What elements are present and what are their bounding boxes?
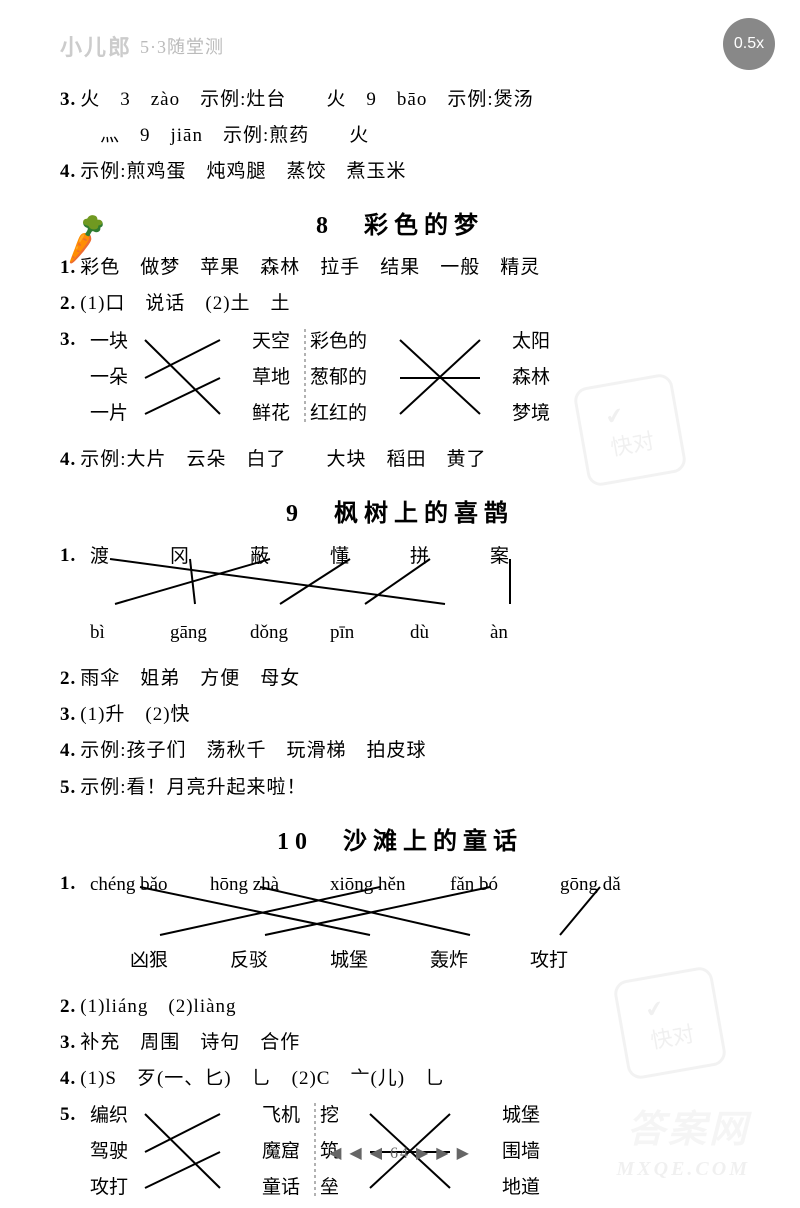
match-item: hōng zhà — [210, 867, 330, 903]
watermark-url: MXQE.COM — [617, 1158, 750, 1181]
text: 灬 9 jiān 示例:煎药 火 — [100, 125, 369, 146]
section-title: 8 彩色的梦 — [60, 205, 740, 240]
answer-line: 4.示例:孩子们 荡秋千 玩滑梯 拍皮球 — [60, 733, 740, 769]
section-title: 9 枫树上的喜鹊 — [60, 493, 740, 528]
text: (1)S 歹(一、匕) 乚 (2)C 亠(儿) 乚 — [80, 1068, 445, 1089]
match-item: 森林 — [410, 360, 550, 396]
match-diagram: 渡 冈 蔽 懂 拼 案 bì gāng dǒng pīn dù àn — [90, 539, 740, 651]
watermark-text: 答案网 — [627, 1098, 750, 1153]
text: 示例:煎鸡蛋 炖鸡腿 蒸饺 煮玉米 — [80, 161, 406, 182]
match-item: 彩色的 — [310, 324, 410, 360]
answer-line: 灬 9 jiān 示例:煎药 火 — [60, 118, 740, 154]
match-item: 垒 — [320, 1170, 380, 1206]
match-item: 凶狠 — [130, 943, 230, 979]
brand-sub: 5·3随堂测 — [140, 33, 224, 59]
match-item: xiōng hěn — [330, 867, 450, 903]
match-item: 地道 — [380, 1170, 540, 1206]
match-item: 冈 — [170, 539, 250, 575]
match-item: pīn — [330, 615, 410, 651]
match-diagram: chéng bǎo hōng zhà xiōng hěn fǎn bó gōng… — [90, 867, 740, 979]
page-header: 小儿郎 5·3随堂测 — [60, 30, 740, 62]
section-title: 10 沙滩上的童话 — [60, 821, 740, 856]
match-item: 攻打 — [530, 943, 630, 979]
answer-line: 5.示例:看！月亮升起来啦！ — [60, 770, 740, 806]
match-item: 梦境 — [410, 396, 550, 432]
match-item: 葱郁的 — [310, 360, 410, 396]
text: 补充 周围 诗句 合作 — [80, 1032, 300, 1053]
match-item: àn — [490, 615, 570, 651]
match-item: fǎn bó — [450, 867, 560, 903]
answer-line: 3.(1)升 (2)快 — [60, 697, 740, 733]
answer-line: 4.示例:煎鸡蛋 炖鸡腿 蒸饺 煮玉米 — [60, 154, 740, 190]
match-item: 一朵 — [90, 360, 160, 396]
match-item: 飞机 — [160, 1098, 320, 1134]
answer-line: 2.(1)口 说话 (2)土 土 — [60, 286, 740, 322]
match-item: dù — [410, 615, 490, 651]
match-item: 挖 — [320, 1098, 380, 1134]
text: 示例:看！月亮升起来啦！ — [80, 777, 306, 798]
text: 雨伞 姐弟 方便 母女 — [80, 668, 300, 689]
answer-line: 1.彩色 做梦 苹果 森林 拉手 结果 一般 精灵 — [60, 250, 740, 286]
answer-line: 3.火 3 zào 示例:灶台 火 9 bāo 示例:煲汤 — [60, 82, 740, 118]
match-diagram: 一块天空彩色的太阳 一朵草地葱郁的森林 一片鲜花红红的梦境 — [90, 324, 740, 432]
text: 火 3 zào 示例:灶台 火 9 bāo 示例:煲汤 — [80, 89, 533, 110]
match-item: 一片 — [90, 396, 160, 432]
match-item: 拼 — [410, 539, 490, 575]
match-item: 案 — [490, 539, 570, 575]
match-item: 童话 — [160, 1170, 320, 1206]
match-item: 反驳 — [230, 943, 330, 979]
match-item: 太阳 — [410, 324, 550, 360]
match-item: 草地 — [160, 360, 310, 396]
text: (1)liáng (2)liàng — [80, 996, 236, 1017]
text: (1)升 (2)快 — [80, 704, 190, 725]
match-item: 鲜花 — [160, 396, 310, 432]
match-item: bì — [90, 615, 170, 651]
match-item: 蔽 — [250, 539, 330, 575]
zoom-badge: 0.5x — [723, 18, 775, 70]
match-item: gāng — [170, 615, 250, 651]
text: (1)口 说话 (2)土 土 — [80, 293, 290, 314]
match-item: 懂 — [330, 539, 410, 575]
text: 示例:大片 云朵 白了 大块 稻田 黄了 — [80, 449, 486, 470]
match-item: gōng dǎ — [560, 867, 670, 903]
brand-logo: 小儿郎 — [60, 30, 132, 62]
text: 彩色 做梦 苹果 森林 拉手 结果 一般 精灵 — [80, 257, 540, 278]
match-item: 城堡 — [380, 1098, 540, 1134]
answer-line: 2.雨伞 姐弟 方便 母女 — [60, 661, 740, 697]
stamp-watermark: ✔快对 — [612, 965, 728, 1081]
match-item: 攻打 — [90, 1170, 160, 1206]
match-item: 编织 — [90, 1098, 160, 1134]
match-item: 一块 — [90, 324, 160, 360]
match-item: 渡 — [90, 539, 170, 575]
match-item: chéng bǎo — [90, 867, 210, 903]
match-item: dǒng — [250, 615, 330, 651]
text: 示例:孩子们 荡秋千 玩滑梯 拍皮球 — [80, 740, 426, 761]
match-item: 轰炸 — [430, 943, 530, 979]
match-item: 城堡 — [330, 943, 430, 979]
match-item: 红红的 — [310, 396, 410, 432]
match-item: 天空 — [160, 324, 310, 360]
